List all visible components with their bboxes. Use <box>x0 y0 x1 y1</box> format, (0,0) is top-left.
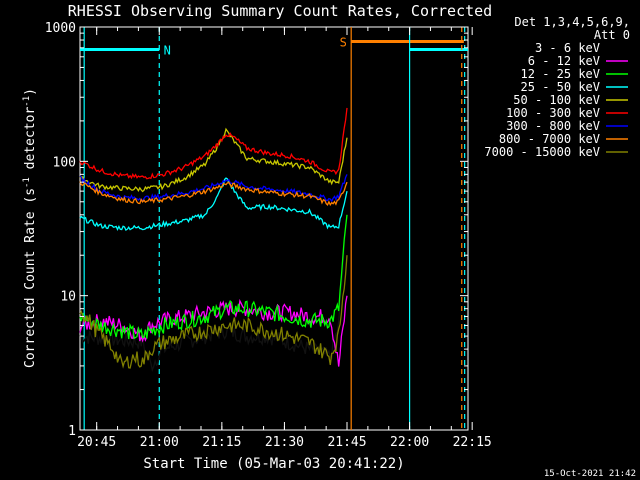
series-layer <box>79 107 348 373</box>
series-line-0 <box>79 214 348 373</box>
legend-header-detectors: Det 1,3,4,5,6,9, <box>514 15 630 29</box>
legend-entry-label: 100 - 300 keV <box>506 106 600 120</box>
x-axis-label: Start Time (05-Mar-03 20:41:22) <box>143 456 404 472</box>
legend-header-attenuator: Att 0 <box>594 28 630 42</box>
x-tick-label: 20:45 <box>77 435 116 450</box>
legend-entry-label: 300 - 800 keV <box>506 119 600 133</box>
y-tick-label: 10 <box>60 290 76 305</box>
x-tick-label: 21:00 <box>140 435 179 450</box>
legend-entry-label: 7000 - 15000 keV <box>484 145 600 159</box>
x-tick-label: 21:45 <box>327 435 366 450</box>
chart-title: RHESSI Observing Summary Count Rates, Co… <box>68 2 492 20</box>
x-axis: 20:45 21:00 21:15 21:30 21:45 22:00 22:15 <box>77 27 492 450</box>
annotation-label-1: S <box>340 35 347 49</box>
y-axis-label-text: Corrected Count Rate (s-1 detector-1) <box>22 88 38 368</box>
series-line-3 <box>79 177 348 232</box>
series-line-8 <box>79 255 348 369</box>
legend-entry-label: 12 - 25 keV <box>521 67 600 81</box>
x-tick-label: 22:00 <box>390 435 429 450</box>
y-axis-label-sup-2: -1 <box>22 96 32 107</box>
annotation-layer: NS <box>80 27 468 430</box>
series-line-4 <box>79 127 348 193</box>
footer-date: 15-Oct-2021 21:42 <box>544 469 636 479</box>
y-tick-label: 1000 <box>45 21 76 36</box>
y-axis-label-sup-1: -1 <box>22 177 32 188</box>
plot-frame <box>79 26 469 431</box>
legend-entry-label: 800 - 7000 keV <box>499 132 600 146</box>
y-axis-label-mid: detector <box>23 107 38 178</box>
annotation-label-0: N <box>164 43 171 57</box>
x-tick-label: 21:30 <box>265 435 304 450</box>
legend-entry-label: 3 - 6 keV <box>535 41 600 55</box>
plot-area: NS <box>79 26 469 431</box>
y-tick-label: 100 <box>53 155 76 170</box>
y-axis-label: Corrected Count Rate (s-1 detector-1) <box>22 88 38 368</box>
y-axis-label-end: ) <box>23 88 38 96</box>
y-axis: 1 10 100 1000 <box>45 21 468 439</box>
x-tick-label: 22:15 <box>453 435 492 450</box>
series-line-7 <box>79 181 348 207</box>
legend-entry-label: 6 - 12 keV <box>528 54 600 68</box>
series-line-2 <box>79 214 348 340</box>
legend-entry-label: 25 - 50 keV <box>521 80 600 94</box>
series-line-5 <box>79 107 348 180</box>
x-tick-label: 21:15 <box>202 435 241 450</box>
y-axis-label-main: Corrected Count Rate (s <box>23 188 38 368</box>
y-tick-label: 1 <box>68 424 76 439</box>
legend-entry-label: 50 - 100 keV <box>513 93 600 107</box>
